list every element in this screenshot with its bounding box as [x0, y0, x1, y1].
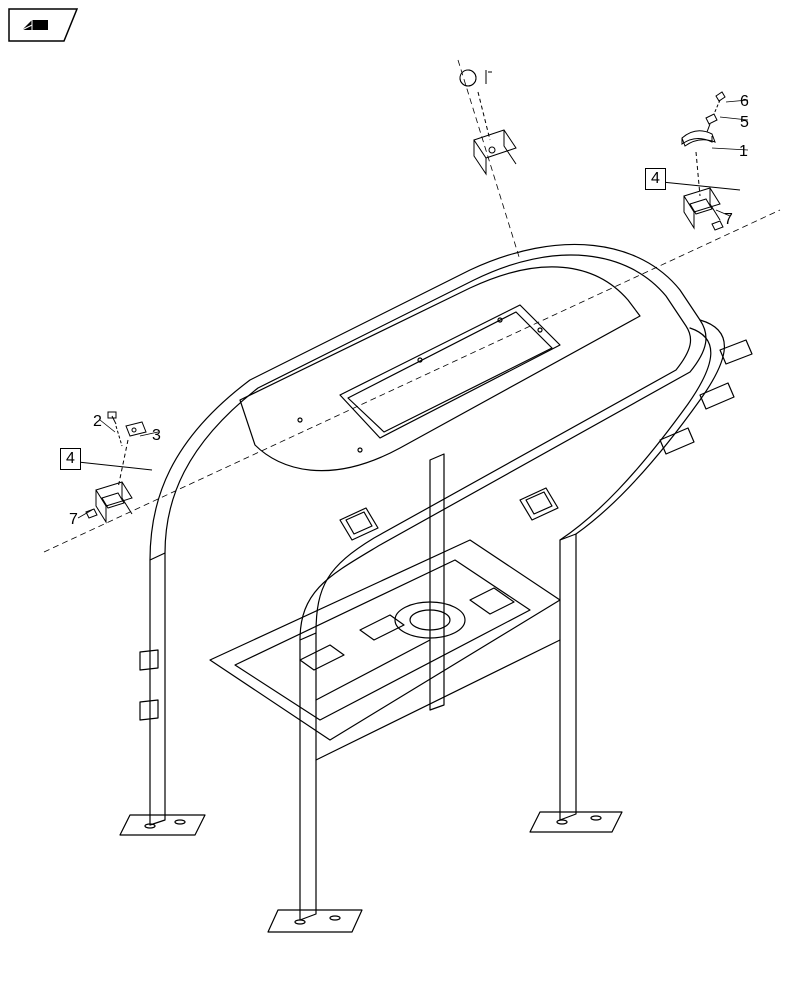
callout-1: 1: [739, 143, 748, 161]
callout-3: 3: [152, 427, 161, 445]
callout-6: 6: [740, 93, 749, 111]
part-top-center: [460, 70, 516, 174]
callout-4a: 4: [60, 448, 81, 470]
callout-4b: 4: [645, 168, 666, 190]
callout-2: 2: [93, 413, 102, 431]
callout-7a: 7: [69, 511, 78, 529]
parts-diagram: [0, 0, 800, 1000]
part-cluster-right: [682, 92, 725, 230]
callout-7b: 7: [724, 211, 733, 229]
callout-5: 5: [740, 114, 749, 132]
